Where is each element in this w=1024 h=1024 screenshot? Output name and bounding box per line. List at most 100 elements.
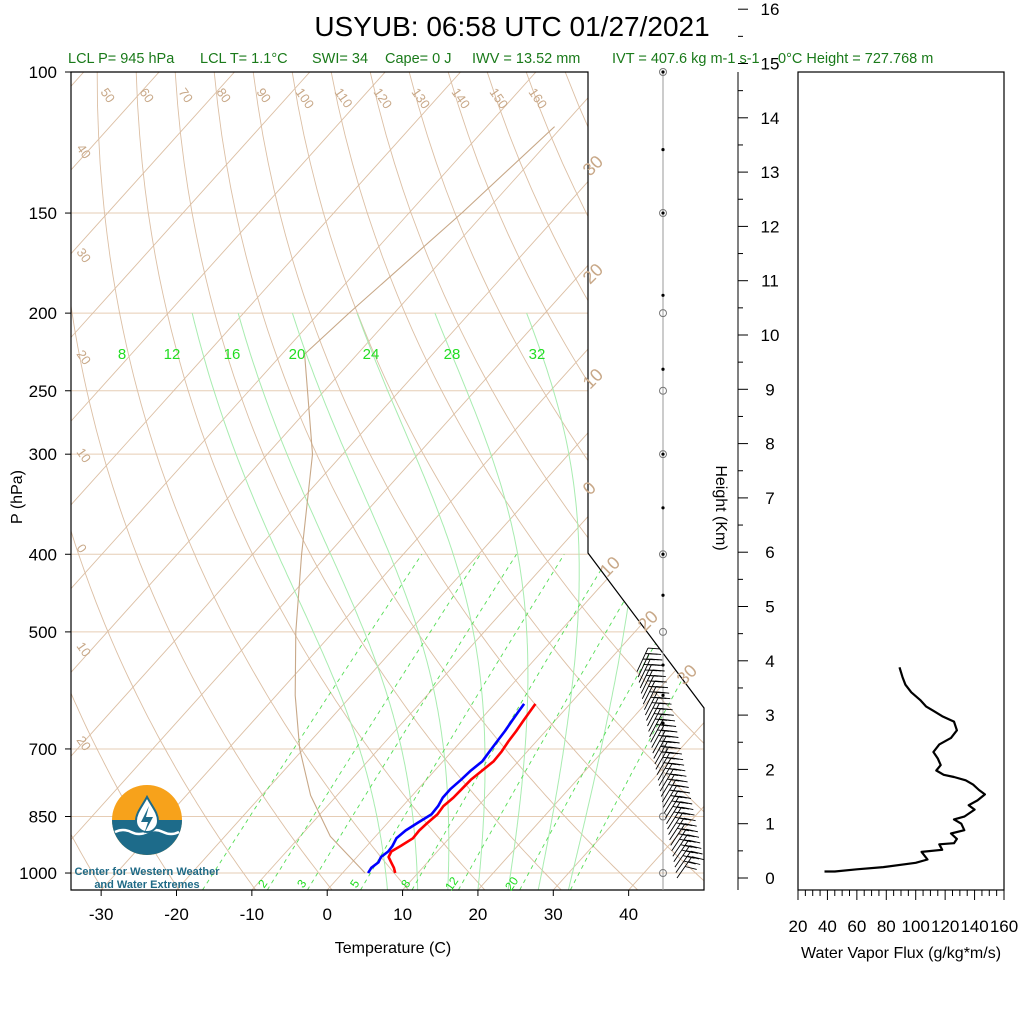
mixing-ratio-line	[411, 554, 611, 890]
pressure-axis: 100 150 200 250 300 400 500 700 850 1000	[19, 63, 71, 883]
mixing-ratio-line	[307, 554, 517, 890]
logo-water-half	[112, 820, 182, 855]
dry-adiabat-line	[603, 72, 704, 890]
height-tick-label: 6	[765, 543, 774, 562]
wind-barb	[668, 812, 695, 835]
wind-barbs-column	[636, 68, 704, 890]
temperature-tick-label: 20	[468, 905, 487, 924]
temperature-tick-label: -20	[164, 905, 189, 924]
wind-barb	[665, 795, 692, 819]
flux-tick-label: 80	[877, 917, 896, 936]
moist-adiabat-label: 32	[529, 346, 546, 363]
dry-adiabat-side-label: 20	[74, 347, 95, 367]
dry-adiabat-label: 160	[526, 85, 551, 111]
lcl-p-text: LCL P= 945 hPa	[68, 51, 175, 67]
wind-level-dot	[661, 367, 665, 371]
height-tick-label: 16	[761, 0, 780, 19]
pressure-tick-label: 300	[29, 445, 57, 464]
flux-tick-label: 100	[902, 917, 930, 936]
temperature-tick-label: -30	[89, 905, 114, 924]
isotherm-line	[779, 72, 1024, 890]
wind-level-dot	[661, 693, 665, 697]
pressure-tick-label: 100	[29, 63, 57, 82]
isotherm-line	[71, 72, 537, 890]
isotherm-line	[100, 72, 704, 890]
mixing-ratio-line	[458, 554, 653, 890]
pressure-level-marker	[659, 68, 667, 76]
dry-adiabat-line	[799, 72, 1024, 890]
dry-adiabat-label: 80	[214, 85, 235, 105]
wind-level-dot	[661, 148, 665, 152]
isotherm-line	[628, 72, 704, 890]
isotherm-line	[477, 72, 704, 890]
isotherm-label: 20	[634, 607, 662, 635]
dry-adiabat-line	[486, 72, 704, 890]
wind-barb	[654, 740, 680, 765]
wind-barb	[662, 784, 689, 808]
dry-adiabat-line	[71, 72, 257, 890]
wind-barb	[672, 834, 700, 857]
isotherm-label: 30	[579, 152, 607, 180]
temperature-axis: -30 -20 -10 0 10 20 30 40	[89, 890, 638, 924]
dry-adiabat-label: 140	[449, 85, 474, 111]
skewt-background-lines	[71, 72, 1024, 890]
height-tick-label: 12	[761, 217, 780, 236]
isotherm-label: 30	[673, 661, 701, 689]
pressure-level-marker	[659, 869, 667, 878]
skewt-profiles	[294, 126, 555, 874]
dry-adiabat-label: 60	[137, 85, 158, 105]
temperature-tick-label: 0	[322, 905, 331, 924]
pressure-tick-label: 250	[29, 382, 57, 401]
temperature-tick-label: 40	[619, 905, 638, 924]
dry-adiabat-line	[369, 72, 704, 890]
skewt-plot-frame	[70, 71, 705, 891]
height-axis-label: Height (Km)	[712, 465, 729, 550]
isotherm-line	[71, 72, 311, 890]
flux-tick-label: 20	[789, 917, 808, 936]
moist-adiabat-label: 8	[118, 346, 126, 363]
isotherm-line	[71, 72, 704, 890]
height-tick-label: 7	[765, 489, 774, 508]
moist-adiabat-line	[434, 312, 529, 890]
moist-adiabat-line	[237, 312, 419, 890]
wind-level-dot	[661, 552, 665, 556]
pressure-tick-label: 150	[29, 204, 57, 223]
zero-height-text: 0°C Height = 727.768 m	[778, 51, 933, 67]
pressure-tick-label: 1000	[19, 864, 57, 883]
dry-adiabat-side-label: 10	[74, 445, 95, 465]
height-tick-label: 15	[761, 55, 780, 74]
dry-adiabat-line	[174, 72, 562, 890]
moist-adiabat-line	[291, 312, 450, 890]
x-axis-label: Temperature (C)	[335, 940, 451, 957]
temperature-tick-label: 30	[544, 905, 563, 924]
pressure-level-marker	[659, 309, 667, 318]
dry-adiabat-label: 50	[98, 85, 119, 105]
height-tick-label: 1	[765, 815, 774, 834]
isotherm-line	[71, 72, 386, 890]
dry-adiabat-line	[291, 72, 704, 890]
isotherm-line	[71, 72, 461, 890]
height-tick-label: 2	[765, 760, 774, 779]
skewt-grid-labels: 50 60 70 80 90 100 110 120 130 140 150 160403020100…	[74, 85, 701, 893]
parcel-path-line	[294, 126, 555, 874]
height-tick-label: 5	[765, 598, 774, 617]
height-tick-label: 4	[765, 652, 774, 671]
dry-adiabat-line	[681, 72, 704, 890]
height-tick-label: 14	[761, 109, 780, 128]
isotherm-label: 20	[579, 260, 607, 288]
isotherm-line	[703, 72, 704, 890]
cape-text: Cape= 0 J	[385, 51, 452, 67]
flux-tick-label: 60	[847, 917, 866, 936]
dry-adiabat-line	[525, 72, 704, 890]
dry-adiabat-line	[135, 72, 486, 890]
dry-adiabat-side-label: 0	[74, 541, 90, 556]
pressure-level-marker	[659, 386, 667, 395]
pressure-tick-label: 700	[29, 740, 57, 759]
dry-adiabat-label: 110	[332, 85, 356, 111]
lcl-t-text: LCL T= 1.1°C	[200, 51, 288, 67]
flux-axis: 20 40 60 80 100 120 140 160	[789, 889, 1018, 936]
dry-adiabat-label: 70	[176, 85, 197, 105]
dry-adiabat-label: 150	[487, 85, 512, 111]
iwv-text: IWV = 13.52 mm	[472, 51, 580, 67]
